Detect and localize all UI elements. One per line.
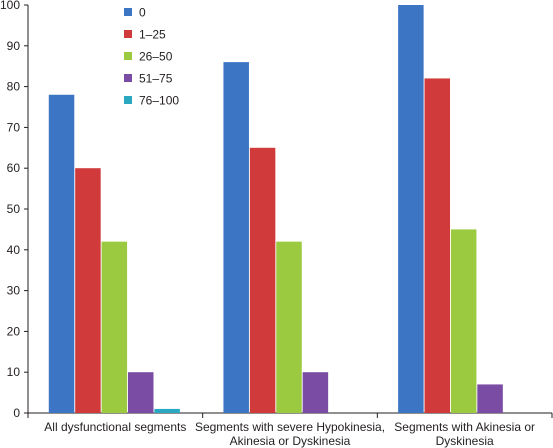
legend-label: 1–25 bbox=[139, 28, 166, 42]
category-label: Segments with Akinesia or Dyskinesia bbox=[394, 420, 535, 448]
bar-1–25-2 bbox=[424, 78, 451, 413]
bar-0-0 bbox=[48, 94, 75, 413]
y-tick-label: 50 bbox=[7, 202, 21, 216]
y-tick-label: 90 bbox=[7, 39, 21, 53]
legend-swatch-1–25 bbox=[124, 30, 132, 38]
legend-swatch-51–75 bbox=[124, 74, 132, 82]
y-tick-label: 40 bbox=[7, 243, 21, 257]
bar-0-2 bbox=[398, 5, 424, 413]
category-label-line: All dysfunctional segments bbox=[44, 420, 186, 434]
legend-label: 51–75 bbox=[139, 72, 173, 86]
legend-label: 0 bbox=[139, 6, 146, 20]
bar-0-1 bbox=[223, 62, 249, 414]
bar-1–25-1 bbox=[249, 147, 276, 414]
bar-26–50-2 bbox=[450, 229, 477, 413]
y-tick-label: 30 bbox=[7, 284, 21, 298]
bar-26–50-0 bbox=[101, 241, 128, 413]
y-tick-label: 60 bbox=[7, 161, 21, 175]
legend-swatch-0 bbox=[124, 8, 132, 16]
legend: 0 1–25 26–50 51–75 76–100 bbox=[124, 6, 179, 108]
bar-51–75-2 bbox=[477, 384, 503, 413]
category-label-line: Segments with severe Hypokinesia, bbox=[195, 420, 385, 434]
legend-swatch-76–100 bbox=[124, 96, 132, 104]
category-label-line: Dyskinesia bbox=[436, 434, 494, 448]
bar-51–75-0 bbox=[127, 372, 154, 413]
legend-label: 26–50 bbox=[139, 50, 173, 64]
category-label: Segments with severe Hypokinesia, Akinesi… bbox=[195, 420, 385, 448]
bar-26–50-1 bbox=[276, 241, 302, 413]
bars bbox=[48, 5, 503, 414]
bar-1–25-0 bbox=[75, 168, 101, 413]
y-tick-label: 80 bbox=[7, 80, 21, 94]
axes: 0 10 20 30 40 50 60 70 80 90 100 bbox=[0, 0, 553, 420]
bar-76–100-0 bbox=[154, 408, 180, 413]
category-label: All dysfunctional segments bbox=[44, 420, 186, 434]
category-label-line: Segments with Akinesia or bbox=[394, 420, 535, 434]
y-tick-label: 70 bbox=[7, 120, 21, 134]
legend-label: 76–100 bbox=[139, 94, 179, 108]
legend-swatch-26–50 bbox=[124, 52, 132, 60]
y-tick-label: 0 bbox=[13, 406, 20, 420]
category-labels: All dysfunctional segments Segments with … bbox=[44, 420, 535, 448]
bar-51–75-1 bbox=[302, 372, 329, 413]
y-tick-label: 10 bbox=[7, 365, 21, 379]
y-tick-label: 100 bbox=[0, 0, 20, 12]
category-label-line: Akinesia or Dyskinesia bbox=[230, 434, 351, 448]
y-tick-label: 20 bbox=[7, 324, 21, 338]
